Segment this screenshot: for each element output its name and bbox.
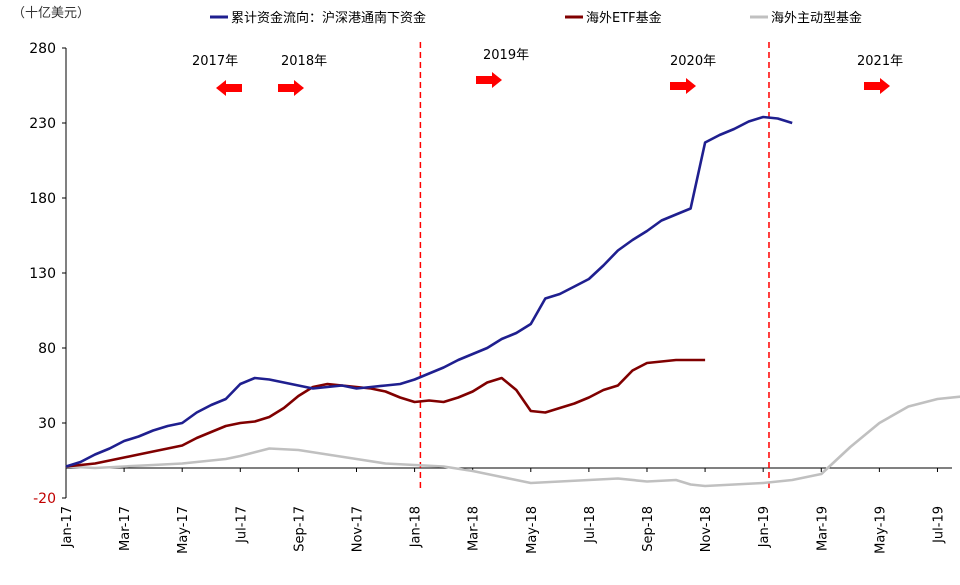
legend: 累计资金流向：沪深港通南下资金 海外ETF基金 海外主动型基金: [210, 10, 862, 26]
x-tick-label: Jan-17: [60, 506, 75, 548]
year-label: 2017年: [192, 54, 238, 69]
series-line-3: [65, 395, 960, 488]
x-tick-label: Mar-17: [118, 506, 133, 551]
x-axis: Jan-17 Mar-17 May-17 Jul-17 Sep-17 Nov-17 Jan-…: [60, 467, 952, 554]
x-tick-label: Mar-19: [815, 506, 830, 551]
x-tick-label: Sep-17: [292, 506, 307, 552]
legend-label: 海外ETF基金: [586, 10, 662, 26]
x-tick-label: Jul-17: [234, 506, 249, 544]
year-label: 2020年: [670, 54, 716, 69]
x-tick-label: Sep-18: [641, 506, 656, 552]
x-tick-label: Jan-18: [409, 506, 424, 548]
legend-label: 累计资金流向：沪深港通南下资金: [231, 10, 426, 26]
x-tick-label: May-18: [525, 506, 540, 554]
series-line-2: [65, 358, 706, 468]
y-tick-label: 80: [38, 341, 56, 357]
x-tick-label: Nov-17: [350, 506, 365, 552]
y-tick-label: -20: [33, 491, 56, 507]
year-label: 2019年: [483, 48, 529, 63]
arrow-right-icon: [476, 72, 502, 88]
arrow-right-icon: [670, 78, 696, 94]
x-tick-label: Jul-18: [583, 506, 598, 544]
x-tick-label: Jul-19: [931, 506, 946, 544]
x-tick-label: Mar-18: [467, 506, 482, 551]
arrow-right-icon: [278, 80, 304, 96]
year-label: 2018年: [281, 54, 327, 69]
year-label: 2021年: [857, 54, 903, 69]
y-tick-label: 130: [29, 266, 56, 282]
year-markers: 2017年 2018年 2019年 2020年 2021年: [192, 48, 903, 96]
series-line-1: [65, 115, 793, 468]
arrow-left-icon: [216, 80, 242, 96]
y-unit-label: （十亿美元）: [12, 6, 90, 21]
x-tick-label: Jan-19: [757, 506, 772, 548]
x-tick-label: Nov-18: [699, 506, 714, 552]
arrow-right-icon: [864, 78, 890, 94]
y-tick-label: 230: [29, 116, 56, 132]
x-tick-label: May-17: [176, 506, 191, 554]
y-tick-label: 180: [29, 191, 56, 207]
x-tick-label: May-19: [873, 506, 888, 554]
series-lines: [65, 115, 960, 488]
y-tick-label: 280: [29, 41, 56, 57]
y-axis: -20 30 80 130 180 230 280: [29, 41, 67, 507]
y-tick-label: 30: [38, 416, 56, 432]
legend-label: 海外主动型基金: [771, 10, 862, 26]
